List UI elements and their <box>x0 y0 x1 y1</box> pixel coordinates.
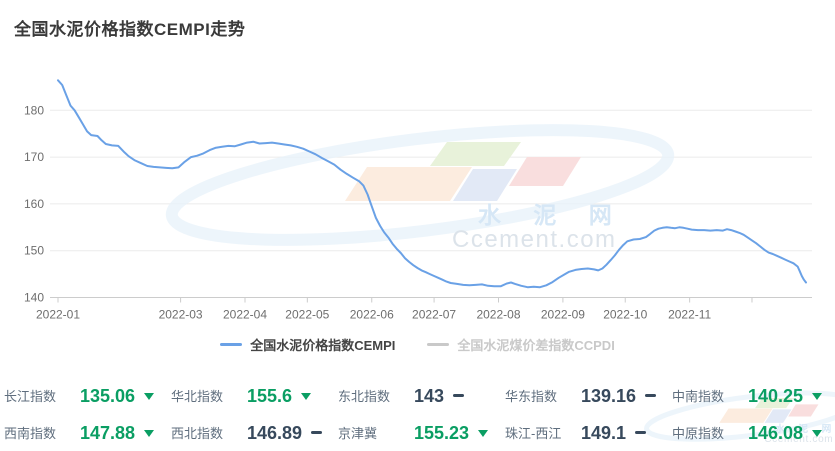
chart-legend: 全国水泥价格指数CEMPI 全国水泥煤价差指数CCPDI <box>0 335 835 354</box>
index-label: 京津冀 <box>338 426 378 441</box>
page-title: 全国水泥价格指数CEMPI走势 <box>14 20 246 39</box>
down-triangle-icon <box>812 393 823 400</box>
index-stat[interactable]: 珠江-西江 149.1 <box>505 423 672 442</box>
index-label: 东北指数 <box>338 389 391 404</box>
index-label: 珠江-西江 <box>505 426 562 441</box>
x-axis-label: 2022-07 <box>412 308 456 322</box>
down-triangle-icon <box>144 430 155 437</box>
x-axis-label: 2022-10 <box>603 308 647 322</box>
footer-row-1: 长江指数 135.06 华北指数 155.6 东北指数 143 华东指数 139.16 中南指数… <box>4 377 831 414</box>
watermark-cn-text: 水 泥 网 <box>478 202 625 228</box>
index-label: 华东指数 <box>505 389 558 404</box>
index-stat[interactable]: 长江指数 135.06 <box>4 386 171 405</box>
cempi-line-chart: 140 150 160 170 180 2022-01 2022-03 2022-04 2022… <box>24 79 812 322</box>
index-label: 中南指数 <box>672 389 725 404</box>
y-axis-label: 160 <box>24 197 44 211</box>
index-value: 149.1 <box>581 422 627 443</box>
index-label: 西南指数 <box>4 426 57 441</box>
index-stat[interactable]: 东北指数 143 <box>338 386 505 405</box>
y-axis-label: 140 <box>24 291 44 305</box>
y-axis-label: 150 <box>24 244 44 258</box>
index-label: 中原指数 <box>672 426 725 441</box>
flat-dash-icon <box>311 431 323 434</box>
legend-item-ccpdi[interactable]: 全国水泥煤价差指数CCPDI <box>427 335 615 354</box>
down-triangle-icon <box>301 393 312 400</box>
index-value: 155.6 <box>247 385 293 406</box>
flat-dash-icon <box>635 431 647 434</box>
x-axis-label: 2022-04 <box>223 308 267 322</box>
y-axis-label: 170 <box>24 150 44 164</box>
x-axis-label: 2022-03 <box>159 308 203 322</box>
legend-label: 全国水泥煤价差指数CCPDI <box>457 338 615 353</box>
watermark-en-text: Ccement.com <box>764 434 833 445</box>
down-triangle-icon <box>812 430 823 437</box>
cempi-series-line <box>57 79 807 289</box>
index-stat[interactable]: 中原指数 146.08 <box>672 423 835 442</box>
y-axis-label: 180 <box>24 103 44 117</box>
regional-index-panel: 长江指数 135.06 华北指数 155.6 东北指数 143 华东指数 139.16 中南指数… <box>4 377 831 451</box>
x-axis-label: 2022-06 <box>350 308 394 322</box>
index-stat[interactable]: 华东指数 139.16 <box>505 386 672 405</box>
index-label: 华北指数 <box>171 389 224 404</box>
index-stat[interactable]: 华北指数 155.6 <box>171 386 338 405</box>
footer-row-2: 西南指数 147.88 西北指数 146.89 京津冀 155.23 珠江-西江 149.1 中… <box>4 414 831 451</box>
index-value: 155.23 <box>414 422 470 443</box>
line-marker-icon <box>220 342 243 347</box>
index-value: 147.88 <box>80 422 136 443</box>
flat-dash-icon <box>453 394 465 397</box>
x-axis-label: 2022-11 <box>668 308 711 322</box>
flat-dash-icon <box>645 394 657 397</box>
x-axis-label: 2022-09 <box>541 308 585 322</box>
x-axis-label: 2022-05 <box>285 308 329 322</box>
index-stat[interactable]: 西北指数 146.89 <box>171 423 338 442</box>
x-axis-label: 2022-08 <box>476 308 520 322</box>
index-value: 140.25 <box>748 385 804 406</box>
index-value: 143 <box>414 385 445 406</box>
index-label: 长江指数 <box>4 389 57 404</box>
legend-label: 全国水泥价格指数CEMPI <box>250 338 396 353</box>
index-value: 135.06 <box>80 385 136 406</box>
index-value: 146.89 <box>247 422 303 443</box>
index-value: 146.08 <box>748 422 804 443</box>
line-marker-icon <box>427 342 450 347</box>
legend-item-cempi[interactable]: 全国水泥价格指数CEMPI <box>220 335 395 354</box>
x-axis-label: 2022-01 <box>36 308 80 322</box>
index-stat[interactable]: 西南指数 147.88 <box>4 423 171 442</box>
watermark-en-text: Ccement.com <box>452 226 617 253</box>
index-label: 西北指数 <box>171 426 224 441</box>
index-stat[interactable]: 京津冀 155.23 <box>338 423 505 442</box>
down-triangle-icon <box>144 393 155 400</box>
down-triangle-icon <box>478 430 489 437</box>
index-stat[interactable]: 中南指数 140.25 <box>672 386 835 405</box>
index-value: 139.16 <box>581 385 637 406</box>
